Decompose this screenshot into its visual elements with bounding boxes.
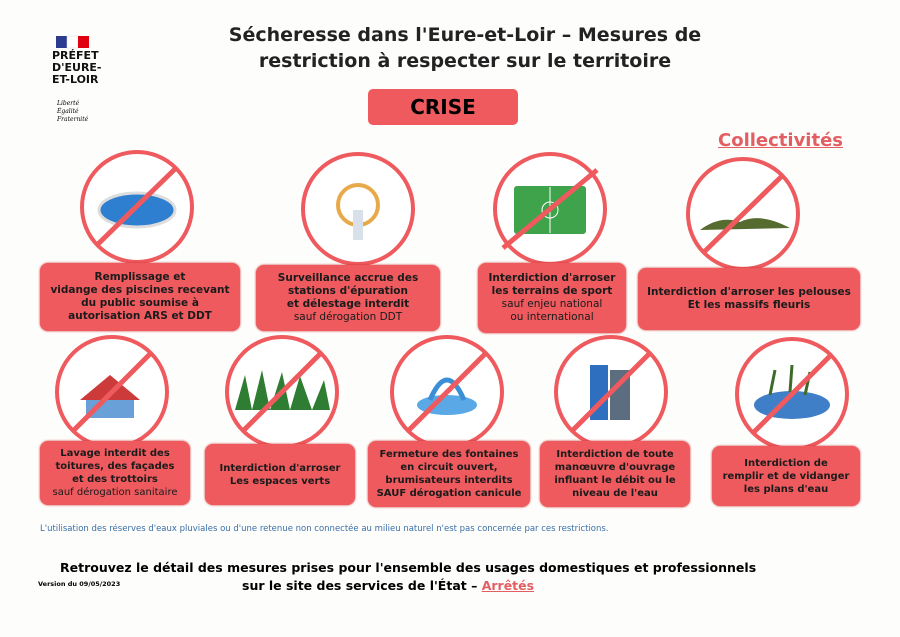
measure-line: Remplissage et: [94, 271, 186, 283]
footer-text: Retrouvez le détail des mesures prises p…: [60, 560, 757, 575]
flag: [56, 35, 89, 49]
motto-line: Fraternité: [57, 116, 89, 123]
measure-line: Lavage interdit des: [60, 448, 170, 459]
link[interactable]: Arrêtés: [481, 578, 535, 593]
title: Sécheresse dans l'Eure-et-Loir – Mesures…: [150, 22, 780, 74]
pictograms: [80, 183, 830, 420]
measure-line: toitures, des façades: [55, 461, 175, 472]
measure-line: remplir et de vidanger: [722, 470, 850, 482]
logo-line: PRÉFET: [52, 49, 99, 62]
title-line: restriction à respecter sur le territoir…: [258, 50, 672, 72]
measure-line: les terrains de sport: [491, 285, 613, 297]
measure-line: sauf enjeu national: [501, 298, 603, 310]
measure-line: stations d'épuration: [288, 285, 408, 297]
logo: PRÉFET D'EURE- ET-LOIR: [52, 50, 102, 86]
audience: Collectivités: [718, 130, 843, 151]
measure-line: en circuit ouvert,: [400, 462, 498, 473]
note: L'utilisation des réserves d'eaux pluvia…: [40, 524, 609, 534]
measure-card: Lavage interdit des toitures, des façades…: [40, 441, 190, 505]
measure-line: Les espaces verts: [229, 475, 331, 487]
logo-line: D'EURE-: [52, 61, 102, 74]
prohibition-bars: [71, 166, 833, 435]
measure-line: Interdiction de toute: [556, 449, 674, 460]
measure-line: et des trottoirs: [72, 474, 158, 485]
measure-line: ou international: [510, 311, 594, 323]
measure-line: vidange des piscines recevant: [50, 284, 230, 296]
motto-line: Égalité: [57, 108, 79, 115]
measure-line: Interdiction de: [744, 457, 828, 469]
measure-line: Et les massifs fleuris: [687, 299, 811, 311]
measure-line: et délestage interdit: [286, 298, 410, 310]
measure-line: autorisation ARS et DDT: [68, 310, 212, 322]
measure-line: niveau de l'eau: [572, 488, 658, 499]
title-line: Sécheresse dans l'Eure-et-Loir – Mesures…: [228, 24, 702, 46]
measure-card: Interdiction d'arroser les terrains de sp…: [478, 263, 626, 333]
measure-line: sauf dérogation DDT: [293, 311, 403, 323]
measure-card: Interdiction d'arroser les pelouses Et le…: [638, 268, 860, 330]
measure-card: Interdiction de toute manœuvre d'ouvrage i…: [540, 441, 690, 507]
measure-line: Fermeture des fontaines: [379, 449, 519, 460]
level-badge: CRISE: [368, 89, 518, 125]
logo-line: ET-LOIR: [52, 73, 99, 86]
measure-line: influant le débit ou le: [554, 475, 676, 486]
measure-card: Fermeture des fontaines en circuit ouvert…: [368, 441, 530, 507]
version: Version du 09/05/2023: [38, 580, 121, 588]
measure-line: manœuvre d'ouvrage: [554, 462, 676, 473]
measure-card: Interdiction de remplir et de vidanger les…: [712, 446, 860, 506]
measure-line: Interdiction d'arroser les pelouses: [647, 286, 851, 298]
footer-line: sur le site des services de l'État –: [242, 578, 478, 593]
measure-line: brumisateurs interdits: [385, 475, 513, 486]
measure-line: Interdiction d'arroser: [219, 462, 341, 474]
footer-text: sur le site des services de l'État – Arr…: [242, 578, 534, 593]
measure-line: les plans d'eau: [743, 483, 829, 495]
motto-line: Liberté: [57, 100, 80, 107]
measure-line: Interdiction d'arroser: [488, 272, 616, 284]
measure-line: du public soumise à: [81, 297, 199, 309]
motto: Liberté Égalité Fraternité: [57, 100, 88, 124]
measure-card: Remplissage et vidange des piscines recev…: [40, 263, 240, 331]
measure-line: Surveillance accrue des: [277, 272, 419, 284]
measure-line: SAUF dérogation canicule: [376, 488, 522, 499]
measure-line: sauf dérogation sanitaire: [52, 487, 178, 498]
measure-card: Interdiction d'arroser Les espaces verts: [205, 444, 355, 505]
measure-card: Surveillance accrue des stations d'épurat…: [256, 265, 440, 331]
